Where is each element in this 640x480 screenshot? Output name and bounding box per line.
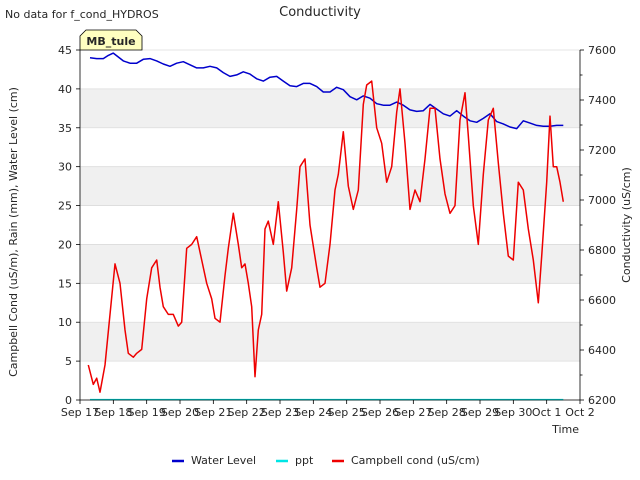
y-tick-label-right: 7200	[588, 144, 616, 157]
y-tick-label-right: 7000	[588, 194, 616, 207]
site-tag-label: MB_tule	[86, 35, 135, 48]
x-tick-label: Oct 1	[532, 406, 562, 419]
y-tick-label-left: 35	[58, 122, 72, 135]
x-tick-label: Sep 30	[494, 406, 532, 419]
y-tick-label-left: 45	[58, 44, 72, 57]
x-tick-label: Sep 22	[228, 406, 266, 419]
x-tick-label: Sep 25	[328, 406, 366, 419]
x-tick-label: Sep 19	[128, 406, 166, 419]
axes-layer: 0 5 10 15 20 25 30 35 40 45 6200 6400 6600 6800 7000 72…	[58, 44, 616, 419]
x-tick-label: Oct 2	[565, 406, 595, 419]
legend-label: Water Level	[191, 454, 256, 467]
x-tick-label: Sep 28	[428, 406, 466, 419]
y-axis-label-right: Conductivity (uS/cm)	[620, 167, 633, 283]
y-tick-label-left: 20	[58, 238, 72, 251]
y-tick-label-left: 10	[58, 316, 72, 329]
y-tick-label-right: 6600	[588, 294, 616, 307]
x-tick-label: Sep 26	[361, 406, 399, 419]
x-tick-label: Sep 21	[194, 406, 232, 419]
series-line	[89, 52, 564, 130]
x-tick-label: Sep 23	[261, 406, 299, 419]
y-tick-label-left: 15	[58, 277, 72, 290]
y-axis-label-left: Campbell Cond (uS/m), Rain (mm), Water L…	[7, 87, 20, 377]
background-band	[80, 166, 580, 206]
y-tick-label-right: 6200	[588, 394, 616, 407]
site-tag-shape	[79, 29, 143, 51]
x-tick-label: Sep 17	[61, 406, 99, 419]
legend-label: ppt	[295, 454, 314, 467]
x-tick-label: Sep 18	[94, 406, 132, 419]
background-band	[80, 322, 580, 362]
top-note: No data for f_cond_HYDROS	[5, 8, 159, 21]
y-tick-label-left: 40	[58, 83, 72, 96]
y-tick-label-left: 30	[58, 161, 72, 174]
background-band	[80, 244, 580, 284]
x-tick-label: Sep 29	[461, 406, 499, 419]
x-axis-label: Time	[551, 423, 579, 436]
y-tick-label-left: 25	[58, 200, 72, 213]
x-tick-label: Sep 27	[394, 406, 432, 419]
y-tick-label-right: 7400	[588, 94, 616, 107]
y-tick-label-left: 5	[65, 355, 72, 368]
series-line	[87, 80, 565, 393]
legend: Water Level ppt Campbell cond (uS/cm)	[172, 454, 480, 467]
chart-title: Conductivity	[279, 5, 361, 20]
x-tick-label: Sep 20	[161, 406, 199, 419]
y-tick-label-right: 7600	[588, 44, 616, 57]
y-tick-label-right: 6400	[588, 344, 616, 357]
y-tick-label-left: 0	[65, 394, 72, 407]
x-tick-label: Sep 24	[294, 406, 332, 419]
background-band	[80, 88, 580, 128]
site-tag: MB_tule	[79, 29, 143, 51]
y-tick-label-right: 6800	[588, 244, 616, 257]
legend-label: Campbell cond (uS/cm)	[351, 454, 480, 467]
